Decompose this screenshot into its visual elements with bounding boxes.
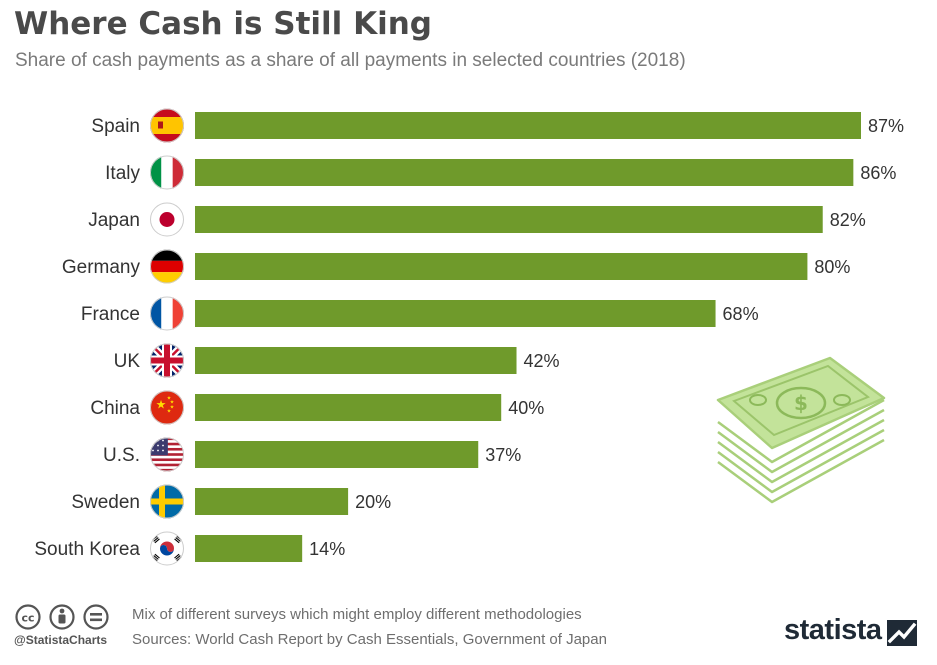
value-label: 40%: [508, 398, 544, 418]
value-label: 20%: [355, 492, 391, 512]
bar: [195, 253, 808, 280]
japan-flag: [150, 202, 184, 237]
value-label: 42%: [524, 351, 560, 371]
category-label: Italy: [105, 163, 140, 184]
category-label: Germany: [62, 257, 141, 278]
category-label: Japan: [88, 210, 140, 231]
svg-text:★: ★: [156, 398, 167, 412]
uk-flag: [150, 343, 184, 378]
svg-text:★: ★: [170, 400, 175, 406]
svg-text:★: ★: [167, 396, 172, 402]
chart-title: Where Cash is Still King: [14, 6, 432, 42]
germany-flag: [150, 249, 184, 284]
source-note: Sources: World Cash Report by Cash Essen…: [132, 631, 607, 648]
svg-text:cc: cc: [21, 612, 34, 625]
bar: [195, 488, 349, 515]
spain-flag: [150, 108, 184, 143]
svg-text:★: ★: [167, 409, 172, 415]
statista-logo-icon[interactable]: [887, 620, 917, 646]
bar: [195, 394, 502, 421]
creative-commons-icons: cc: [15, 604, 109, 630]
value-label: 80%: [814, 257, 850, 277]
svg-text:$: $: [794, 391, 808, 415]
chart-subtitle: Share of cash payments as a share of all…: [15, 50, 686, 71]
south-korea-flag: [150, 531, 184, 566]
value-label: 68%: [723, 304, 759, 324]
category-label: Sweden: [71, 492, 140, 513]
money-stack-illustration: $: [716, 356, 886, 504]
value-label: 86%: [860, 163, 896, 183]
bar: [195, 206, 823, 233]
bar: [195, 112, 861, 139]
category-label: China: [90, 398, 140, 419]
bar: [195, 441, 479, 468]
bar: [195, 159, 854, 186]
bar: [195, 300, 716, 327]
category-label: Spain: [91, 116, 140, 137]
france-flag: [150, 296, 184, 331]
category-label: France: [81, 304, 140, 325]
category-label: South Korea: [34, 539, 140, 560]
value-label: 37%: [485, 445, 521, 465]
bar-chart: Spain 87% Italy 86% Japan 82% Germany 80% France…: [34, 108, 904, 566]
bar: [195, 535, 303, 562]
value-label: 87%: [868, 116, 904, 136]
category-label: U.S.: [103, 445, 140, 466]
category-label: UK: [114, 351, 141, 372]
china-flag: ★ ★★★★: [150, 390, 184, 425]
sweden-flag: [150, 484, 184, 519]
value-label: 82%: [830, 210, 866, 230]
bar: [195, 347, 517, 374]
methodology-note: Mix of different surveys which might emp…: [132, 606, 582, 623]
italy-flag: [150, 155, 184, 190]
svg-text:★: ★: [170, 405, 175, 411]
statista-handle: @StatistaCharts: [14, 633, 108, 647]
us-flag: [150, 437, 184, 472]
statista-logo-text[interactable]: statista: [784, 614, 882, 646]
value-label: 14%: [309, 539, 345, 559]
